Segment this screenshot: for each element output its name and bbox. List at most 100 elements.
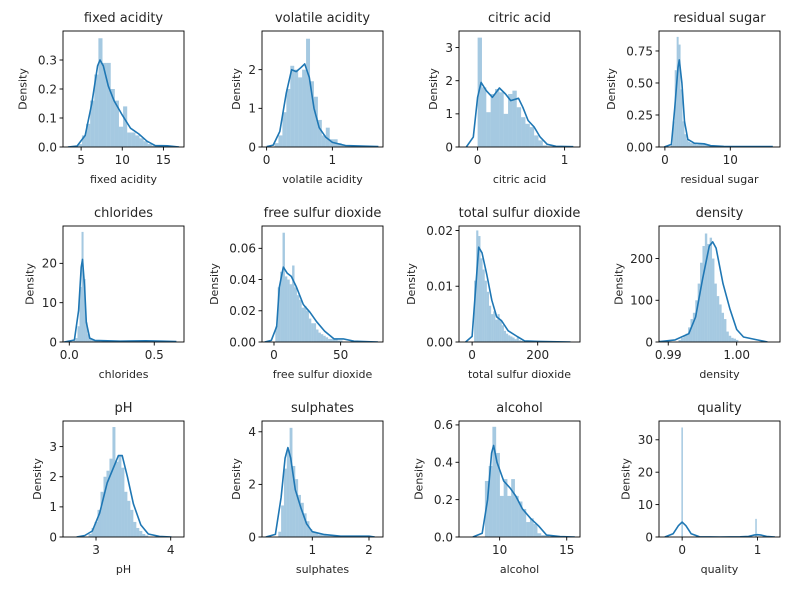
hist-bar xyxy=(510,336,513,342)
x-tick-label: 10 xyxy=(115,153,130,167)
hist-bar xyxy=(544,535,549,537)
subplot-title: total sulfur dioxide xyxy=(459,206,581,221)
hist-bar xyxy=(683,335,686,342)
kde-line xyxy=(659,241,768,342)
hist-bar xyxy=(299,299,302,342)
kde-line xyxy=(67,59,180,147)
hist-bar xyxy=(332,535,335,537)
hist-bar xyxy=(332,338,336,342)
x-tick-label: 5 xyxy=(77,153,85,167)
kde-line xyxy=(663,59,773,147)
hist-bar xyxy=(685,333,689,342)
x-axis-label: density xyxy=(699,368,740,381)
hist-bar xyxy=(286,89,291,147)
y-axis-label: Density xyxy=(208,263,221,305)
y-tick-label: 1 xyxy=(445,107,453,121)
hist-bar xyxy=(503,330,507,342)
hist-bar xyxy=(495,319,498,342)
hist-bar xyxy=(302,69,307,147)
axes-frame xyxy=(458,225,581,343)
axes-frame xyxy=(261,225,384,343)
hist-bar xyxy=(294,287,297,342)
hist-bar xyxy=(321,135,326,147)
subplot-free-sulfur-dioxide: 0 50 0.00 0.02 0.04 0.06 free sulfur dioxide fr… xyxy=(208,206,384,381)
hist-bar xyxy=(289,427,293,537)
hist-bar xyxy=(726,331,729,342)
y-tick-label: 0.6 xyxy=(434,418,453,432)
y-tick-label: 0.4 xyxy=(434,456,453,470)
hist-bar xyxy=(277,287,281,342)
hist-bar xyxy=(121,467,125,537)
hist-bar xyxy=(697,283,701,342)
hist-bar xyxy=(688,141,691,147)
y-tick-label: 10 xyxy=(42,296,57,310)
y-tick-label: 2 xyxy=(445,74,453,88)
y-tick-label: 0.02 xyxy=(426,224,453,238)
subplot-pH: 3 4 0 1 2 3 pH pH Density xyxy=(31,401,185,576)
histogram xyxy=(474,230,524,342)
subplot-total-sulfur-dioxide: 0 200 0.00 0.01 0.02 total sulfur dioxide tota… xyxy=(405,206,581,381)
hist-bar xyxy=(682,121,685,147)
hist-bar xyxy=(684,134,687,147)
histogram xyxy=(274,38,370,147)
hist-bar xyxy=(143,141,148,147)
hist-bar xyxy=(516,107,522,147)
hist-bar xyxy=(145,535,149,537)
hist-bar xyxy=(282,232,285,342)
hist-bar xyxy=(492,426,497,537)
hist-bar xyxy=(326,535,330,537)
subplot-citric-acid: 0 1 0 1 2 3 citric acid citric acid Density xyxy=(427,11,581,186)
histogram xyxy=(278,427,335,537)
hist-bar xyxy=(735,339,739,342)
hist-bar xyxy=(318,332,321,342)
hist-bar xyxy=(490,93,496,147)
axes-frame xyxy=(458,420,581,538)
hist-bar xyxy=(481,87,487,147)
hist-bar xyxy=(714,283,717,342)
hist-bar xyxy=(542,145,548,147)
hist-bar xyxy=(86,123,91,147)
hist-bar xyxy=(130,509,134,537)
x-tick-label: 0 xyxy=(263,153,271,167)
hist-bar xyxy=(497,314,500,342)
hist-bar xyxy=(728,335,732,342)
hist-bar xyxy=(139,530,143,537)
hist-bar xyxy=(118,455,122,537)
hist-bar xyxy=(79,286,82,342)
hist-bar xyxy=(303,513,307,537)
hist-bar xyxy=(98,38,103,147)
hist-bar xyxy=(94,521,98,537)
hist-bar xyxy=(508,335,511,342)
hist-bar xyxy=(690,143,693,147)
hist-bar xyxy=(284,276,288,342)
hist-bar xyxy=(337,340,341,342)
hist-bar xyxy=(695,300,698,342)
x-tick-label: 200 xyxy=(526,348,549,362)
hist-bar xyxy=(719,304,722,342)
hist-bar xyxy=(103,476,107,537)
y-tick-label: 2 xyxy=(248,478,256,492)
hist-bar xyxy=(323,534,327,537)
x-tick-label: 0.5 xyxy=(145,348,164,362)
subplot-title: fixed acidity xyxy=(84,11,164,26)
y-axis-label: Density xyxy=(16,68,29,110)
hist-bar xyxy=(142,533,146,537)
x-tick-label: 15 xyxy=(156,153,171,167)
hist-bar xyxy=(325,337,329,342)
subplot-volatile-acidity: 0 1 0 1 2 volatile acidity volatile acidity Den… xyxy=(230,11,384,186)
hist-bar xyxy=(538,140,543,147)
hist-bar xyxy=(698,143,701,147)
y-tick-label: 0 xyxy=(49,335,57,349)
histogram xyxy=(275,232,343,342)
y-tick-label: 0.02 xyxy=(229,304,256,318)
x-tick-label: 0.0 xyxy=(60,348,79,362)
hist-bar xyxy=(514,339,517,342)
y-axis-label: Density xyxy=(230,458,243,500)
y-tick-label: 3 xyxy=(49,440,57,454)
y-tick-label: 1 xyxy=(49,500,57,514)
hist-bar xyxy=(87,334,90,342)
hist-bar xyxy=(90,100,95,147)
hist-bar xyxy=(478,236,481,342)
